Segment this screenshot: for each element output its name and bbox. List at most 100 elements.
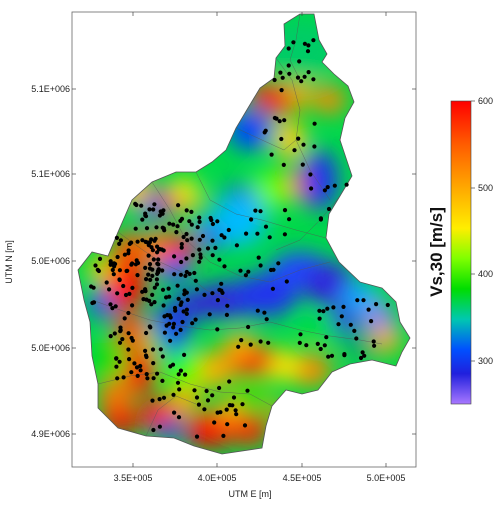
field-blob — [314, 86, 346, 114]
station-point — [299, 79, 304, 84]
station-point — [179, 245, 184, 250]
station-point — [155, 261, 160, 266]
station-point — [222, 235, 227, 240]
station-point — [369, 319, 374, 324]
station-point — [180, 319, 185, 325]
station-point — [151, 207, 156, 212]
station-point — [144, 372, 149, 377]
station-point — [133, 226, 138, 231]
station-point — [210, 238, 215, 243]
station-point — [230, 403, 235, 408]
station-point — [122, 316, 127, 321]
station-point — [184, 269, 189, 275]
station-point — [152, 300, 157, 305]
boundary-line — [269, 321, 383, 345]
station-point — [156, 257, 161, 262]
station-point — [221, 433, 226, 438]
station-point — [184, 311, 189, 316]
station-point — [110, 306, 115, 311]
station-point — [246, 324, 251, 330]
station-point — [246, 269, 251, 274]
station-point — [332, 183, 337, 188]
station-point — [155, 371, 160, 376]
station-point — [219, 233, 224, 238]
station-point — [135, 239, 140, 244]
station-point — [279, 136, 284, 142]
station-point — [151, 361, 156, 366]
station-point — [202, 407, 207, 412]
station-point — [366, 307, 371, 312]
station-point — [129, 335, 134, 341]
station-point — [198, 252, 203, 257]
x-tick-label: 3.5E+005 — [114, 473, 153, 483]
station-point — [262, 130, 267, 135]
station-point — [297, 340, 302, 345]
field-blob — [286, 83, 314, 107]
station-point — [192, 388, 197, 393]
station-point — [124, 268, 129, 274]
station-point — [160, 378, 165, 383]
station-point — [174, 230, 179, 235]
station-point — [151, 427, 156, 433]
station-point — [172, 254, 177, 259]
boundary-line — [151, 181, 331, 283]
field-blob — [342, 329, 378, 361]
station-point — [151, 376, 156, 381]
station-point — [197, 215, 202, 220]
station-point — [326, 354, 331, 359]
station-point — [198, 255, 203, 260]
station-point — [117, 241, 122, 246]
station-point — [156, 247, 162, 252]
station-point — [175, 283, 180, 288]
station-point — [156, 267, 161, 272]
station-point — [315, 341, 320, 346]
station-point — [255, 308, 260, 313]
station-point — [336, 322, 341, 327]
station-point — [312, 144, 317, 149]
y-tick-label: 5.1E+006 — [31, 84, 70, 94]
field-blob — [161, 256, 189, 284]
station-point — [238, 268, 243, 273]
station-point — [194, 434, 200, 439]
field-blob — [234, 383, 266, 407]
station-point — [215, 298, 220, 303]
station-point — [205, 398, 211, 403]
station-point — [177, 387, 182, 392]
station-point — [282, 232, 287, 237]
station-point — [158, 347, 163, 352]
station-point — [185, 238, 190, 243]
station-point — [167, 321, 172, 326]
station-point — [126, 347, 131, 352]
station-point — [282, 208, 288, 213]
station-point — [286, 63, 291, 68]
station-point — [300, 162, 305, 167]
station-point — [172, 305, 178, 311]
station-point — [148, 325, 153, 330]
station-point — [160, 287, 166, 292]
region-boundary — [77, 13, 411, 455]
station-point — [152, 202, 157, 207]
station-point — [374, 302, 379, 307]
station-point — [197, 219, 202, 224]
station-point — [130, 285, 135, 290]
station-point — [154, 225, 159, 230]
station-point — [121, 375, 126, 380]
station-point — [217, 385, 222, 391]
station-point — [287, 71, 292, 76]
station-point — [205, 246, 211, 251]
station-point — [322, 188, 327, 193]
y-tick-label: 5.0E+006 — [31, 256, 70, 266]
field-blob — [167, 350, 203, 390]
station-point — [270, 286, 275, 291]
boundary-line — [145, 395, 197, 437]
station-point — [331, 305, 336, 310]
station-point — [302, 41, 307, 46]
colorbar-ticks — [471, 100, 475, 362]
station-point — [197, 237, 202, 242]
station-point — [144, 330, 149, 336]
boundary-line — [117, 231, 231, 301]
station-point — [174, 331, 179, 336]
station-point — [200, 233, 206, 239]
station-point — [219, 281, 224, 286]
